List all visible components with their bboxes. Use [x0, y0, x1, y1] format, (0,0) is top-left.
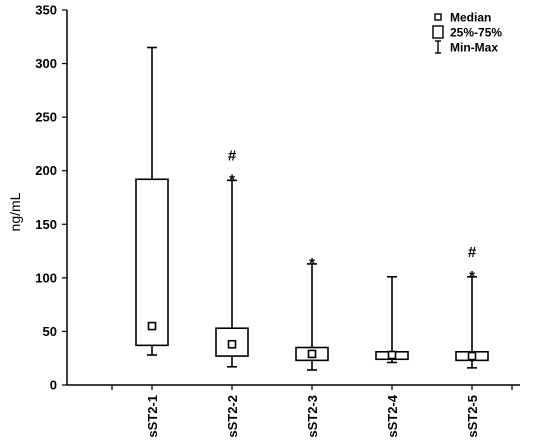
y-tick-label: 50: [43, 324, 57, 339]
x-axis-labels: sST2-1 sST2-2 sST2-3 sST2-4 sST2-5: [111, 385, 513, 438]
box-3: *: [295, 255, 329, 371]
iqr-box: [135, 178, 169, 347]
box-4: [375, 275, 409, 364]
box-5: *#: [455, 244, 489, 369]
y-tick-label: 150: [35, 217, 57, 232]
x-tick-label: sST2-2: [225, 395, 240, 438]
median-marker: [307, 349, 317, 359]
legend-median-symbol: [434, 13, 442, 21]
legend-label: 25%-75%: [450, 26, 502, 40]
x-tick-label: sST2-4: [385, 394, 400, 437]
axes: [66, 10, 520, 386]
median-marker: [467, 351, 477, 361]
significance-asterisk: *: [469, 268, 475, 285]
significance-asterisk: *: [229, 171, 235, 188]
box-2: *#: [215, 147, 249, 368]
median-marker: [147, 321, 157, 331]
significance-hash: #: [468, 244, 477, 261]
boxes: *#**#: [135, 46, 489, 371]
legend-label: Median: [450, 11, 491, 25]
x-tick-label: sST2-3: [305, 395, 320, 438]
median-marker: [227, 339, 237, 349]
legend-item-median-square: Median: [434, 11, 491, 25]
y-tick-label: 300: [35, 56, 57, 71]
y-tick-label: 350: [35, 3, 57, 18]
significance-hash: #: [228, 147, 237, 164]
y-axis-ticks: 0 50 100 150 200 250 300 350: [35, 3, 67, 393]
box-1: [135, 46, 169, 356]
legend-item-box: 25%-75%: [432, 25, 502, 40]
y-axis-title: ng/mL: [7, 192, 23, 231]
median-marker: [387, 350, 397, 360]
legend-box-symbol: [432, 25, 444, 39]
significance-asterisk: *: [309, 255, 315, 272]
x-tick-label: sST2-1: [145, 395, 160, 438]
y-tick-label: 100: [35, 270, 57, 285]
y-tick-label: 250: [35, 110, 57, 125]
x-tick-label: sST2-5: [465, 395, 480, 438]
legend-label: Min-Max: [450, 41, 498, 55]
legend-item-whisker: Min-Max: [435, 40, 498, 55]
y-tick-label: 0: [50, 378, 57, 393]
y-tick-label: 200: [35, 163, 57, 178]
